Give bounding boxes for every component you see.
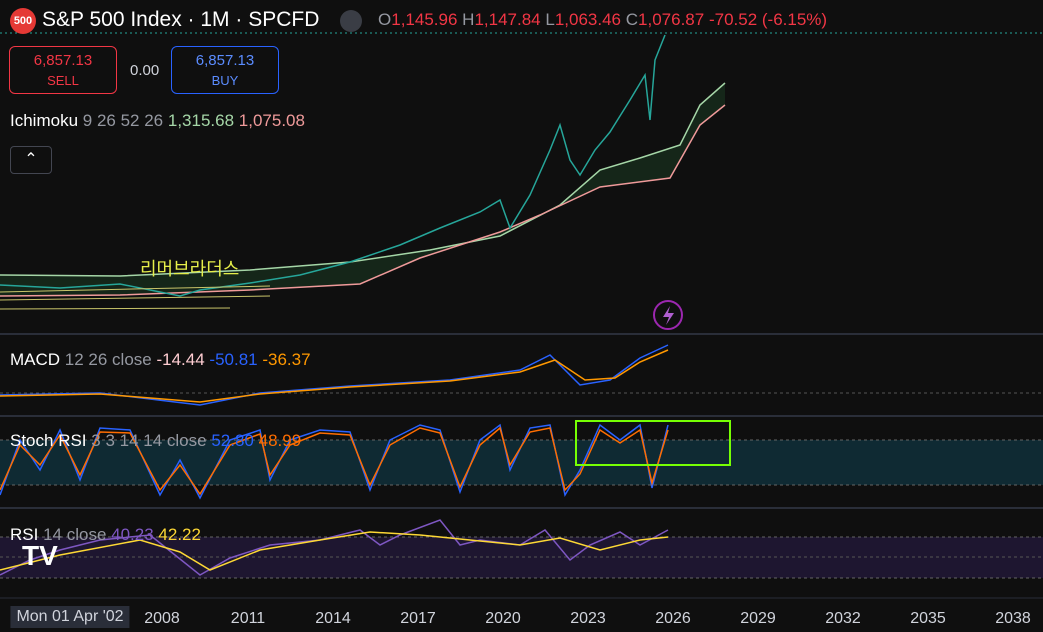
ohlc-value: 1,145.96 xyxy=(391,10,458,29)
sell-price: 6,857.13 xyxy=(33,52,93,69)
cloud-line xyxy=(0,104,726,297)
price xyxy=(0,34,666,297)
annotation: 리머브라더스 xyxy=(140,259,240,279)
rsi-ma xyxy=(0,531,669,571)
x-tick-label: 2035 xyxy=(910,610,946,627)
cloud xyxy=(0,83,725,296)
ohlc-label: L xyxy=(545,10,555,29)
ohlc: O1,145.96 H1,147.84 L1,063.46 C1,076.87 … xyxy=(378,10,827,30)
ohlc-value: 1,076.87 xyxy=(638,10,705,29)
collapse-button[interactable]: ⌃ xyxy=(10,146,52,174)
macd-line xyxy=(0,344,669,406)
status-icon[interactable] xyxy=(340,10,362,32)
indicator-value: -36.37 xyxy=(262,350,311,369)
event-icon[interactable] xyxy=(653,300,683,330)
indicator-value: 1,315.68 xyxy=(167,111,235,130)
indicator-value: -14.44 xyxy=(156,350,205,369)
x-tick-label: 2014 xyxy=(315,610,351,627)
cloud-line xyxy=(0,82,726,277)
macd-legend: MACD 12 26 close -14.44 -50.81 -36.37 xyxy=(10,350,311,370)
ohlc-value: 1,147.84 xyxy=(474,10,541,29)
indicator-name[interactable]: MACD xyxy=(10,350,61,369)
ohlc-value: 1,063.46 xyxy=(554,10,622,29)
x-tick-label: 2023 xyxy=(570,610,606,627)
buy-price: 6,857.13 xyxy=(195,52,255,69)
highlight-box xyxy=(575,420,731,466)
x-tick-label: 2008 xyxy=(144,610,180,627)
indicator-name[interactable]: RSI xyxy=(10,525,39,544)
trendline xyxy=(0,285,271,293)
buy-label: BUY xyxy=(211,73,239,88)
change: -70.52 (-6.15%) xyxy=(708,10,828,29)
x-tick-label: 2017 xyxy=(400,610,436,627)
sell-button[interactable]: 6,857.13 SELL xyxy=(9,46,117,94)
x-tick-label: 2026 xyxy=(655,610,691,627)
indicator-value: 1,075.08 xyxy=(238,111,305,130)
ohlc-label: C xyxy=(625,10,639,29)
x-tick-label: 2011 xyxy=(230,610,266,627)
indicator-params: 12 26 close xyxy=(64,350,152,369)
indicator-value: 42.22 xyxy=(158,525,201,544)
ohlc-label: H xyxy=(462,10,475,29)
spread: 0.00 xyxy=(130,62,160,79)
x-tick-label: 2032 xyxy=(825,610,861,627)
logo: TV xyxy=(22,540,58,571)
x-tick-label: 2029 xyxy=(740,610,776,627)
indicator-value: 52.80 xyxy=(211,431,254,450)
x-tick-label: Mon 01 Apr '02 xyxy=(10,606,130,628)
rsi-line xyxy=(0,519,669,576)
x-tick-label: 2020 xyxy=(485,610,521,627)
stoch-d xyxy=(0,426,669,496)
buy-button[interactable]: 6,857.13 BUY xyxy=(171,46,279,94)
event-icon-bolt xyxy=(663,306,674,325)
symbol-title[interactable]: S&P 500 Index · 1M · SPCFD xyxy=(42,8,320,31)
indicator-value: 48.99 xyxy=(258,431,302,450)
ichimoku-legend: Ichimoku 9 26 52 26 1,315.68 1,075.08 xyxy=(10,111,305,131)
indicator-name[interactable]: Stoch RSI xyxy=(10,431,87,450)
rsi-legend: RSI 14 close 40.23 42.22 xyxy=(10,525,201,545)
indicator-params: 3 3 14 14 close xyxy=(91,431,207,450)
x-tick-label: 2038 xyxy=(995,610,1031,627)
ohlc-label: O xyxy=(378,10,392,29)
trendline xyxy=(0,307,231,310)
symbol-badge: 500 xyxy=(10,8,36,34)
stoch-legend: Stoch RSI 3 3 14 14 close 52.80 48.99 xyxy=(10,431,301,451)
indicator-params: 14 close xyxy=(43,525,107,544)
indicator-name[interactable]: Ichimoku xyxy=(10,111,79,130)
indicator-value: 40.23 xyxy=(111,525,154,544)
signal-line xyxy=(0,349,669,403)
indicator-value: -50.81 xyxy=(209,350,258,369)
trendline xyxy=(0,295,271,301)
sell-label: SELL xyxy=(47,73,79,88)
indicator-params: 9 26 52 26 xyxy=(82,111,164,130)
